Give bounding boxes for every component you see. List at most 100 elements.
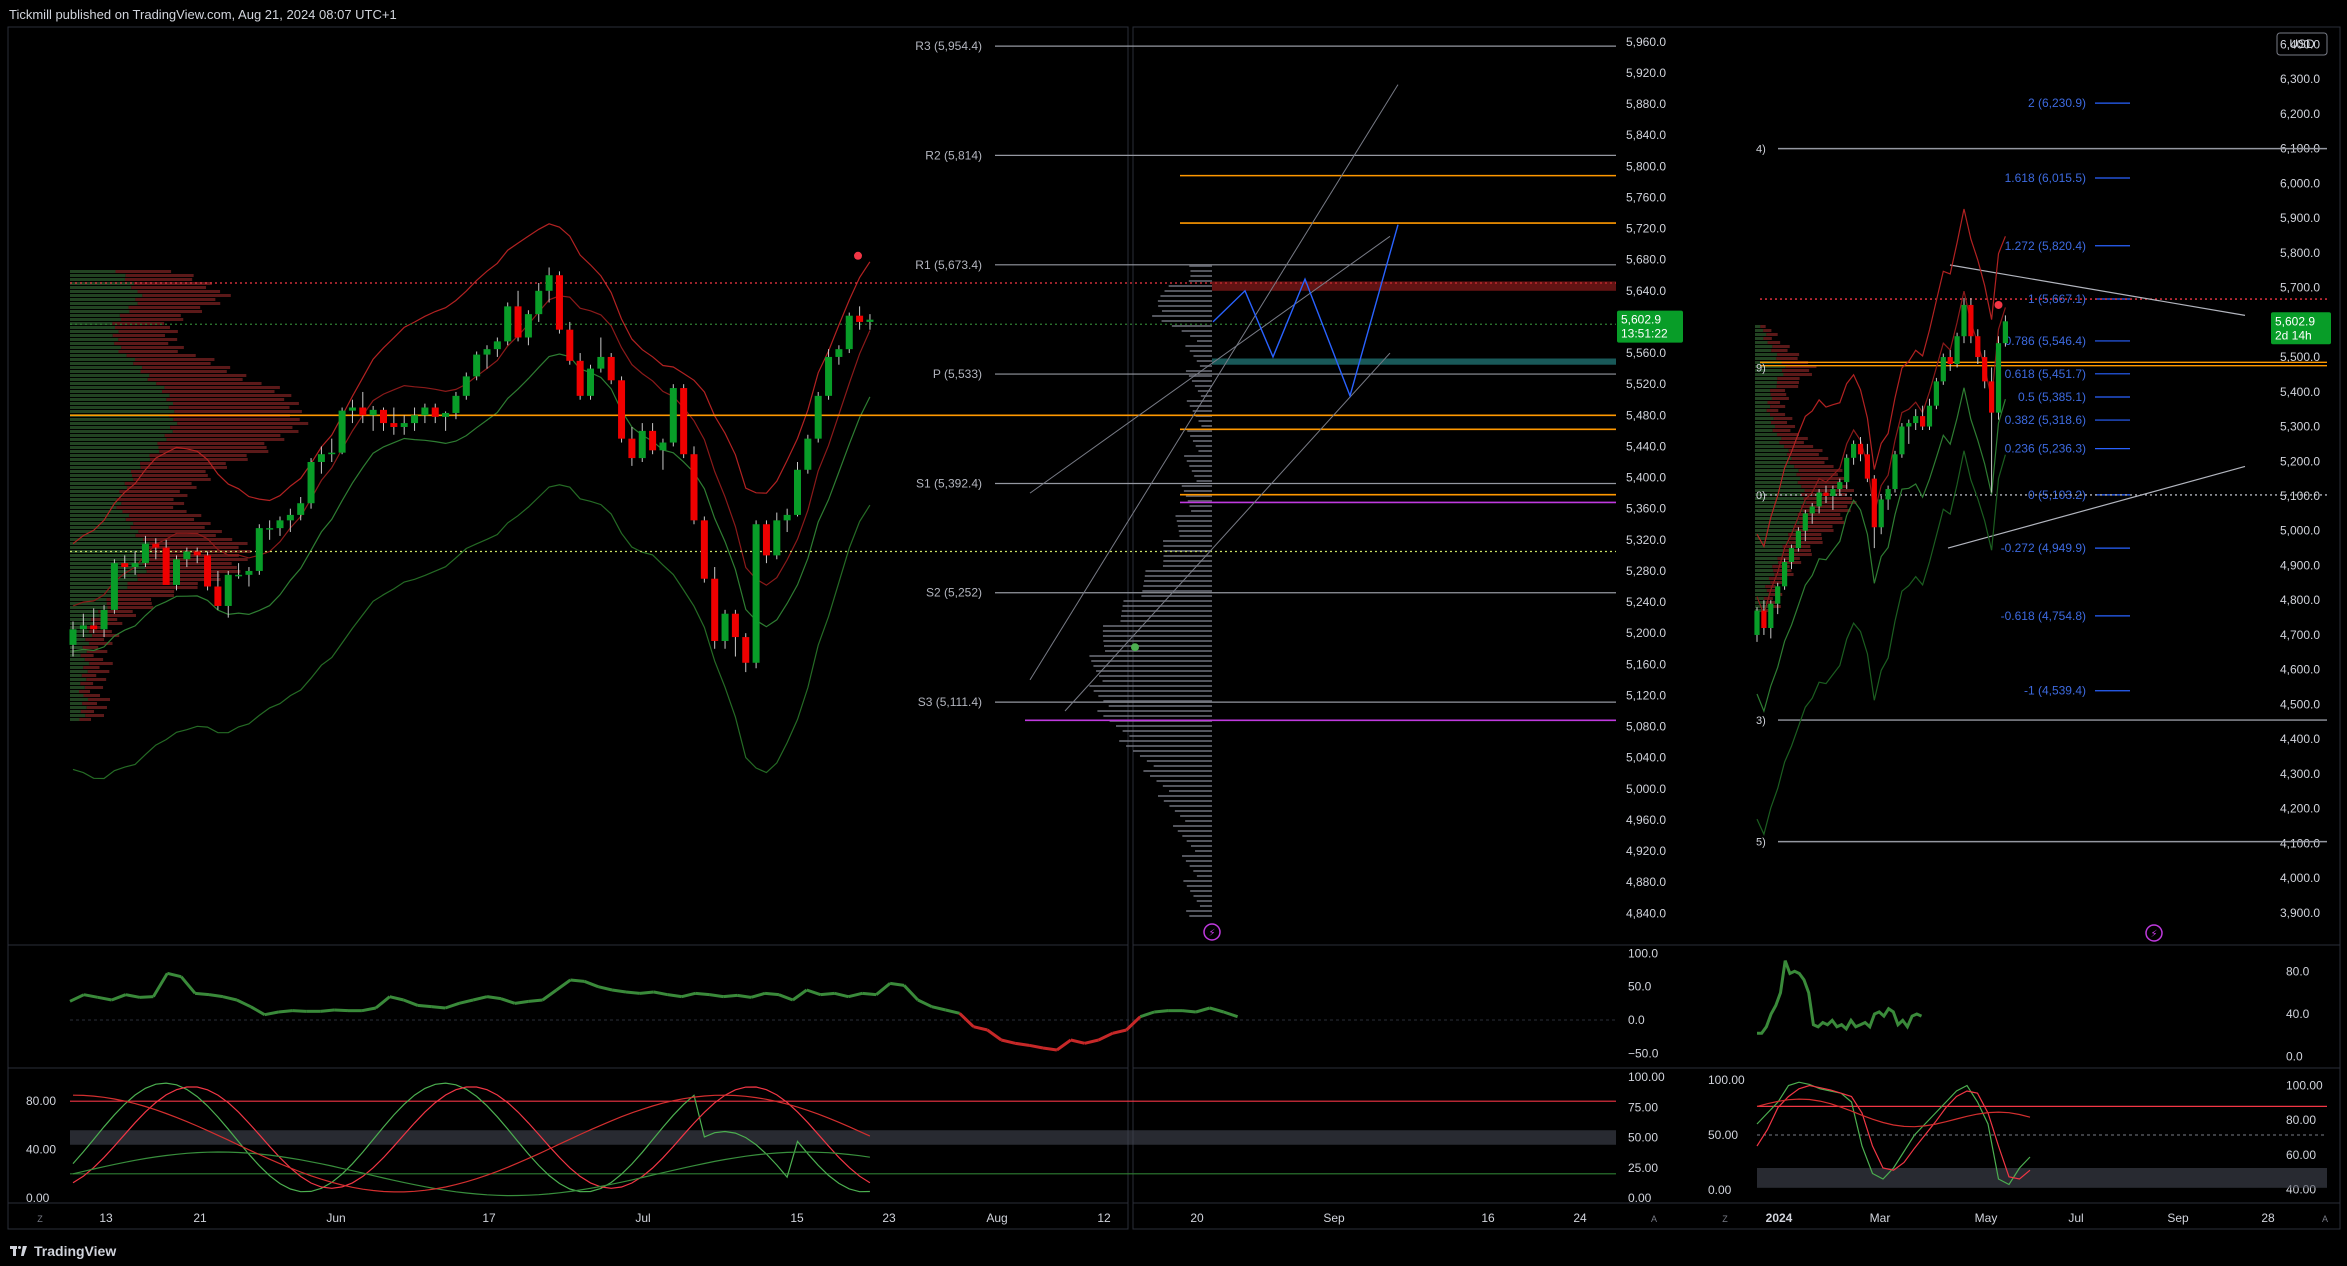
vp-bar [1129,735,1212,737]
osc-tick: 0.00 [1628,1191,1652,1205]
vp-bar [1189,865,1212,867]
vp-bar [1103,715,1212,717]
tradingview-brand[interactable]: TradingView [10,1243,116,1259]
vp-bar-up [70,326,115,329]
vp-bar-down [1776,433,1799,436]
vp-bar-up [70,514,130,517]
vp-bar [1185,860,1212,862]
price-tick: 5,720.0 [1626,222,1666,236]
vp-bar [1189,465,1212,467]
candle-up [1795,530,1801,549]
vp-bar-up [70,442,158,445]
osc-segment [236,998,252,1009]
fib-label: 0.236 (5,236.3) [2005,442,2086,456]
osc-tick: 80.0 [2286,964,2310,978]
candle-up [1961,304,1967,337]
vp-bar-up [70,370,141,373]
vp-bar-up [1755,585,1766,588]
vp-bar [1171,325,1212,327]
vp-bar-down [1776,381,1799,384]
osc-segment [583,979,599,989]
upper-band-line [72,223,871,545]
osc-segment [1056,1038,1072,1052]
vp-bar [1191,470,1212,472]
vp-bar-down [135,534,216,537]
vp-bar-down [125,518,195,521]
vp-bar-down [114,342,169,345]
vp-bar [1199,365,1212,367]
vp-bar-down [1805,501,1857,504]
vp-bar-down [119,490,180,493]
osc-segment [820,991,835,997]
osc-segment [1042,1046,1058,1052]
vp-bar [1142,590,1212,592]
vp-bar [1120,620,1212,622]
vp-bar [1183,880,1212,882]
vp-bar [1197,390,1212,392]
vp-bar-down [145,566,237,569]
osc-segment [791,988,808,1002]
vp-bar-down [137,290,221,293]
candle-up [266,528,274,530]
vp-bar-up [70,650,87,653]
vp-bar-down [173,402,299,405]
vp-bar-down [1770,581,1786,584]
candle-up [79,625,87,630]
vp-bar-up [1755,477,1801,480]
projection-path [1212,224,1399,399]
vp-bar-up [70,294,143,297]
vp-bar-down [1784,445,1814,448]
vp-bar-up [1755,381,1777,384]
vp-bar-up [70,270,116,273]
vp-bar [1190,890,1212,892]
vp-bar-down [1788,541,1823,544]
vp-bar-down [1765,585,1776,588]
price-tick: 4,840.0 [1626,906,1666,920]
vp-bar [1201,425,1212,427]
vp-bar-down [1775,425,1796,428]
vp-bar-up [1755,457,1792,460]
vp-bar-up [70,398,167,401]
vp-bar-up [70,666,84,669]
vp-bar-down [1801,505,1848,508]
vp-bar [1195,445,1212,447]
pivot-label: S1 (5,392.4) [916,476,982,490]
candle-down [514,306,522,338]
vp-bar-down [149,454,247,457]
vp-bar-up [1755,389,1771,392]
candle-up [1844,457,1850,483]
candle-down [742,637,750,663]
candle-up [1782,562,1788,587]
vp-bar-down [88,698,111,701]
osc-tick-left: 50.00 [1708,1128,1738,1142]
vp-bar-up [70,394,170,397]
osc-segment [541,988,558,1002]
vp-bar-up [70,646,83,649]
fib-label: -0.618 (4,754.8) [2001,609,2086,623]
candle-up [400,423,408,427]
vp-bar [1189,405,1212,407]
candle-down [628,438,636,459]
vp-bar-down [114,326,170,329]
vp-bar-down [118,330,178,333]
vp-bar-down [134,358,215,361]
osc-segment [152,972,169,998]
vp-bar-up [70,378,148,381]
osc-segment [222,995,238,1002]
candle-down [731,613,739,638]
osc-tick: 100.0 [1628,946,1658,960]
vp-bar-down [1782,549,1811,552]
currency-label: USD [2289,37,2315,51]
vp-bar-down [1773,417,1793,420]
vp-bar-down [83,694,101,697]
price-tick: 5,500.0 [2280,350,2320,364]
vp-bar-up [1755,413,1771,416]
vp-bar-up [1755,565,1773,568]
candle-down [431,407,439,417]
osc-segment [417,1003,432,1009]
vp-bar [1196,900,1212,902]
osc-segment [1139,1010,1155,1019]
vp-bar [1097,710,1212,712]
